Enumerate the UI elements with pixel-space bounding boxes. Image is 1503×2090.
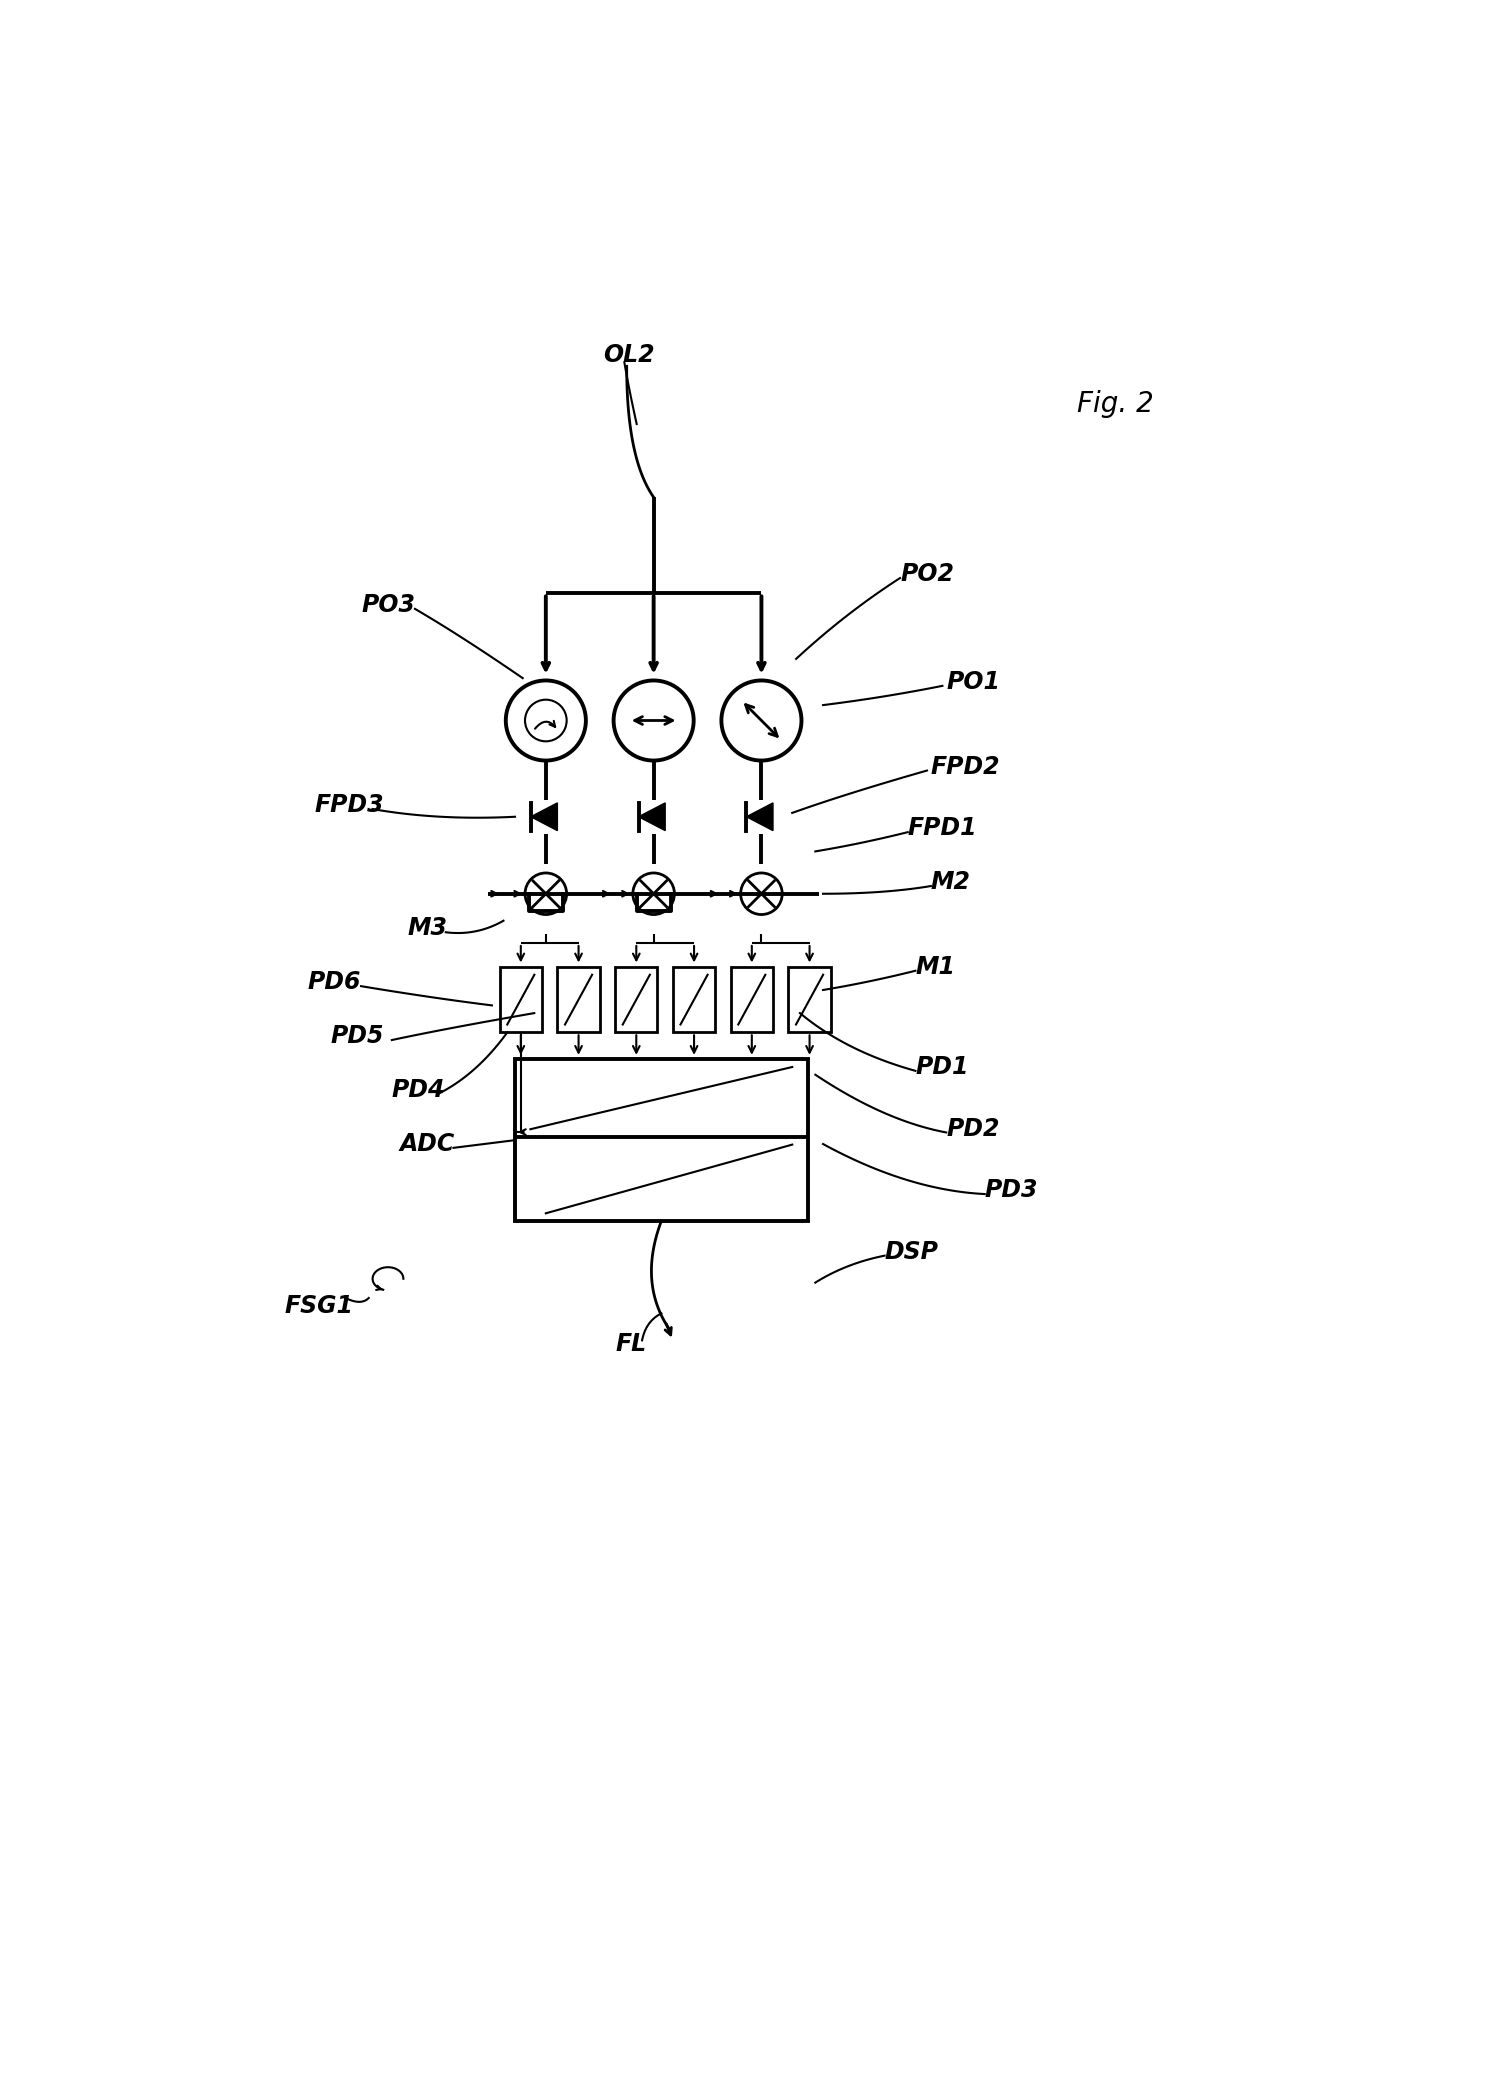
Bar	[516, 1060, 807, 1221]
Text: DSP: DSP	[885, 1239, 939, 1264]
Bar	[730, 968, 773, 1032]
Text: ADC: ADC	[400, 1133, 455, 1156]
Polygon shape	[747, 803, 773, 830]
Polygon shape	[531, 803, 558, 830]
Bar	[499, 968, 543, 1032]
Text: M3: M3	[407, 915, 448, 940]
Bar	[673, 968, 715, 1032]
Text: PD4: PD4	[392, 1078, 445, 1101]
Text: FPD1: FPD1	[908, 817, 977, 840]
Text: PD3: PD3	[984, 1179, 1039, 1202]
Text: PD6: PD6	[307, 970, 361, 995]
Text: PO2: PO2	[900, 562, 954, 585]
Text: FL: FL	[615, 1331, 646, 1356]
Polygon shape	[639, 803, 666, 830]
Bar	[789, 968, 831, 1032]
Bar	[615, 968, 657, 1032]
Text: M1: M1	[915, 955, 956, 978]
Bar	[558, 968, 600, 1032]
Text: FPD3: FPD3	[314, 794, 385, 817]
Text: PD1: PD1	[915, 1055, 969, 1078]
Text: PD2: PD2	[947, 1116, 999, 1141]
Text: FSG1: FSG1	[284, 1294, 353, 1317]
Text: Fig. 2: Fig. 2	[1078, 391, 1154, 418]
Text: M2: M2	[930, 869, 971, 895]
Text: PD5: PD5	[331, 1024, 383, 1049]
Text: OL2: OL2	[604, 343, 655, 366]
Text: PO3: PO3	[361, 594, 415, 617]
Text: PO1: PO1	[947, 671, 999, 694]
Text: FPD2: FPD2	[930, 754, 1001, 780]
